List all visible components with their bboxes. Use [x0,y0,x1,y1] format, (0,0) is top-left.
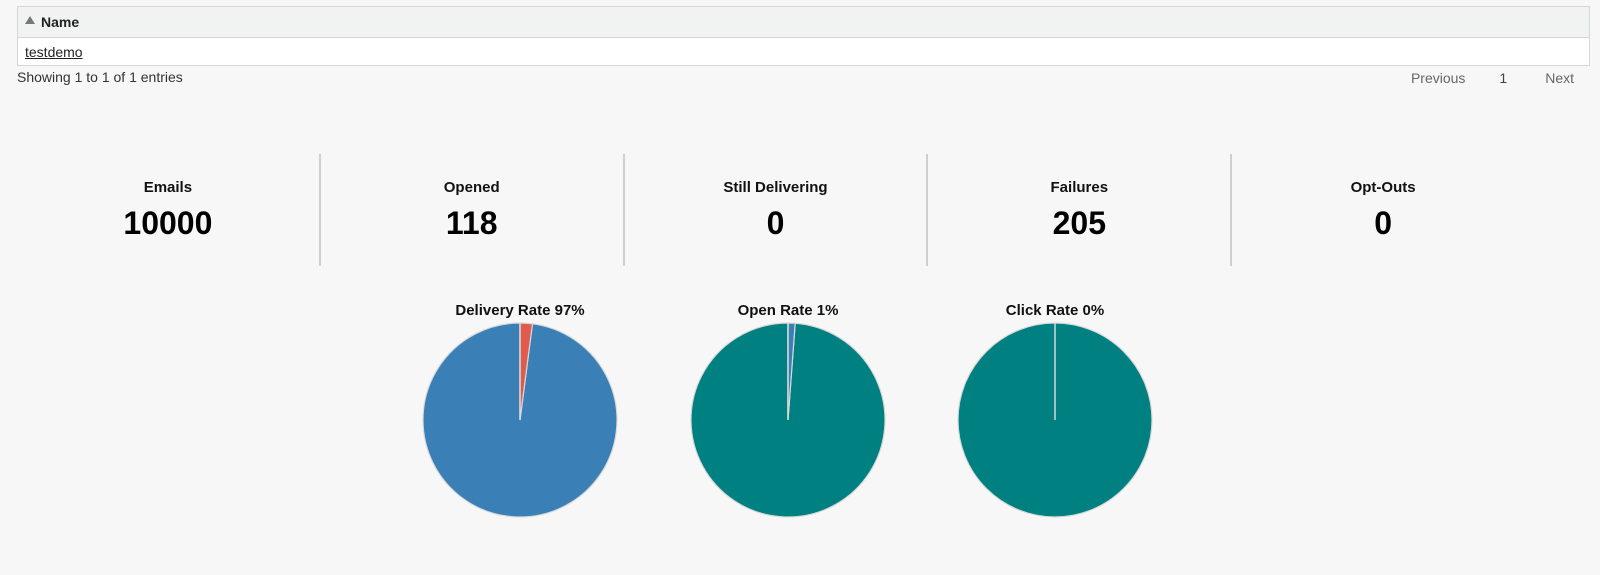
stat-opt-outs: Opt-Outs 0 [1230,154,1534,266]
open-rate-pie [690,322,886,518]
table-header: Name [18,7,1589,38]
stat-still-delivering: Still Delivering 0 [622,154,927,266]
sort-ascending-icon[interactable] [25,16,35,24]
stat-label: Opened [443,179,500,196]
stat-value: 10000 [123,205,213,241]
table-row: testdemo [18,38,1589,65]
page-1-button[interactable]: 1 [1499,70,1508,86]
row-name-link[interactable]: testdemo [25,43,83,60]
stat-value: 0 [1374,205,1392,241]
stat-label: Opt-Outs [1350,179,1416,196]
stats-row: Emails 10000 Opened 118 Still Delivering… [17,154,1534,266]
stat-value: 118 [445,205,498,241]
open-rate-chart: Open Rate 1% [683,302,893,520]
entries-table: Name testdemo [17,6,1590,66]
delivery-rate-pie [422,322,618,518]
next-button[interactable]: Next [1545,70,1574,86]
click-rate-chart: Click Rate 0% [950,302,1160,520]
pagination: Previous 1 Next [1411,70,1574,86]
stat-label: Still Delivering [723,179,828,196]
chart-title: Open Rate 1% [737,302,839,319]
stat-label: Failures [1050,179,1109,196]
click-rate-pie [957,322,1153,518]
chart-title: Click Rate 0% [1005,302,1105,319]
previous-button[interactable]: Previous [1410,70,1466,86]
stat-value: 0 [766,205,785,241]
table-info: Showing 1 to 1 of 1 entries [17,69,183,85]
stat-opened: Opened 118 [318,154,623,266]
delivery-rate-chart: Delivery Rate 97% [415,302,625,520]
stat-label: Emails [143,179,193,196]
stat-failures: Failures 205 [926,154,1230,266]
chart-title: Delivery Rate 97% [455,302,585,319]
stat-value: 205 [1052,205,1106,241]
column-header-name[interactable]: Name [41,14,80,30]
stat-emails: Emails 10000 [17,154,319,266]
